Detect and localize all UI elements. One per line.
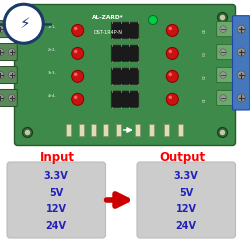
Text: 4+4-: 4+4- <box>48 94 56 98</box>
Circle shape <box>220 49 226 55</box>
Text: 3+3-: 3+3- <box>48 70 56 74</box>
Text: C3: C3 <box>202 51 206 56</box>
Circle shape <box>25 15 30 20</box>
Circle shape <box>220 15 225 20</box>
Circle shape <box>220 95 226 101</box>
FancyBboxPatch shape <box>137 162 235 238</box>
Circle shape <box>8 72 15 78</box>
Bar <box>164 124 169 136</box>
Circle shape <box>168 50 172 53</box>
Circle shape <box>8 26 15 32</box>
FancyBboxPatch shape <box>217 90 234 106</box>
Text: AL-ZARD*: AL-ZARD* <box>92 15 124 20</box>
Circle shape <box>237 71 245 79</box>
Bar <box>79 124 84 136</box>
Circle shape <box>220 72 226 78</box>
Circle shape <box>168 72 172 76</box>
Text: 12V: 12V <box>46 204 67 214</box>
Circle shape <box>74 27 78 30</box>
Circle shape <box>72 24 84 36</box>
Circle shape <box>8 94 15 102</box>
Text: 5V: 5V <box>49 188 64 198</box>
Text: C2: C2 <box>202 74 206 79</box>
FancyBboxPatch shape <box>0 90 17 106</box>
Text: 24V: 24V <box>46 221 67 231</box>
Circle shape <box>0 94 4 102</box>
Circle shape <box>74 96 78 99</box>
Circle shape <box>72 93 84 105</box>
Circle shape <box>22 128 32 138</box>
Circle shape <box>166 70 178 82</box>
Circle shape <box>218 128 228 138</box>
Circle shape <box>166 24 178 36</box>
FancyBboxPatch shape <box>111 68 139 84</box>
Bar <box>104 124 108 136</box>
Circle shape <box>148 16 158 24</box>
Circle shape <box>74 72 78 76</box>
FancyBboxPatch shape <box>217 68 234 82</box>
FancyBboxPatch shape <box>0 66 17 84</box>
Circle shape <box>220 26 226 32</box>
Circle shape <box>72 48 84 60</box>
Bar <box>91 124 96 136</box>
Circle shape <box>168 27 172 30</box>
FancyBboxPatch shape <box>217 44 234 60</box>
FancyBboxPatch shape <box>0 44 17 60</box>
FancyBboxPatch shape <box>14 4 235 146</box>
Circle shape <box>0 72 4 78</box>
Circle shape <box>4 4 43 43</box>
FancyBboxPatch shape <box>217 22 234 37</box>
Bar <box>116 124 121 136</box>
Circle shape <box>168 96 172 99</box>
Circle shape <box>74 50 78 53</box>
Text: Input: Input <box>40 151 75 164</box>
Circle shape <box>0 26 4 32</box>
FancyBboxPatch shape <box>111 22 139 39</box>
Circle shape <box>220 130 225 135</box>
Circle shape <box>166 48 178 60</box>
FancyBboxPatch shape <box>0 20 17 38</box>
Text: 3.3V: 3.3V <box>44 171 68 181</box>
FancyBboxPatch shape <box>111 45 139 62</box>
Bar <box>66 124 71 136</box>
Bar <box>135 124 140 136</box>
Text: 1+1-: 1+1- <box>48 25 56 29</box>
FancyBboxPatch shape <box>232 16 250 110</box>
Text: Output: Output <box>160 151 206 164</box>
Text: 3.3V: 3.3V <box>174 171 199 181</box>
FancyBboxPatch shape <box>7 162 105 238</box>
Circle shape <box>0 48 4 56</box>
Text: 24V: 24V <box>176 221 197 231</box>
Circle shape <box>25 130 30 135</box>
Circle shape <box>237 48 245 56</box>
Circle shape <box>72 70 84 82</box>
Text: C4: C4 <box>202 28 206 33</box>
Circle shape <box>218 12 228 22</box>
Bar <box>178 124 183 136</box>
FancyBboxPatch shape <box>111 91 139 108</box>
Text: C1: C1 <box>202 97 206 102</box>
Circle shape <box>237 25 245 33</box>
Text: 12V: 12V <box>176 204 197 214</box>
Bar <box>150 124 154 136</box>
Circle shape <box>166 93 178 105</box>
Circle shape <box>237 94 245 102</box>
Text: DST-1R4P-N: DST-1R4P-N <box>93 30 122 35</box>
Circle shape <box>8 48 15 56</box>
Text: 5V: 5V <box>179 188 194 198</box>
Text: ⚡: ⚡ <box>20 16 30 31</box>
Circle shape <box>22 12 32 22</box>
Text: 2+2-: 2+2- <box>48 48 56 52</box>
